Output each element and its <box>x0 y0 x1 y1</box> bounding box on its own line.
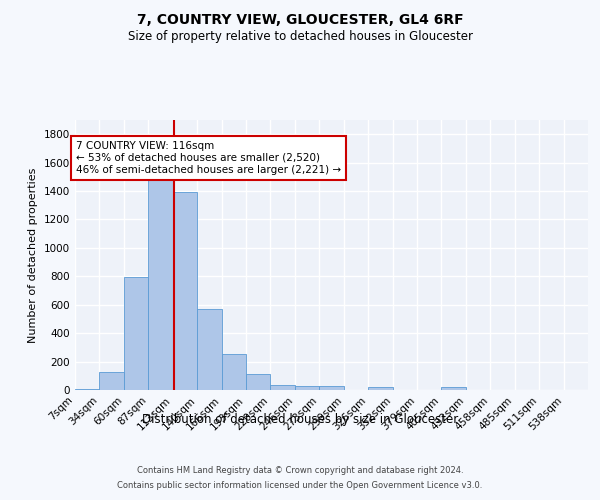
Text: Size of property relative to detached houses in Gloucester: Size of property relative to detached ho… <box>128 30 473 43</box>
Bar <box>442 388 466 390</box>
Bar <box>271 385 295 390</box>
Text: Contains public sector information licensed under the Open Government Licence v3: Contains public sector information licen… <box>118 481 482 490</box>
Text: 7 COUNTRY VIEW: 116sqm
← 53% of detached houses are smaller (2,520)
46% of semi-: 7 COUNTRY VIEW: 116sqm ← 53% of detached… <box>76 142 341 174</box>
Text: 7, COUNTRY VIEW, GLOUCESTER, GL4 6RF: 7, COUNTRY VIEW, GLOUCESTER, GL4 6RF <box>137 12 463 26</box>
Text: Contains HM Land Registry data © Crown copyright and database right 2024.: Contains HM Land Registry data © Crown c… <box>137 466 463 475</box>
Bar <box>148 180 173 390</box>
Bar <box>295 386 319 390</box>
Bar <box>246 374 271 390</box>
Bar <box>197 309 221 390</box>
Bar <box>173 192 197 390</box>
Bar <box>319 386 344 390</box>
Bar <box>368 388 392 390</box>
Text: Distribution of detached houses by size in Gloucester: Distribution of detached houses by size … <box>142 412 458 426</box>
Y-axis label: Number of detached properties: Number of detached properties <box>28 168 38 342</box>
Bar <box>124 277 148 390</box>
Bar <box>75 388 100 390</box>
Bar <box>221 354 246 390</box>
Bar <box>100 372 124 390</box>
